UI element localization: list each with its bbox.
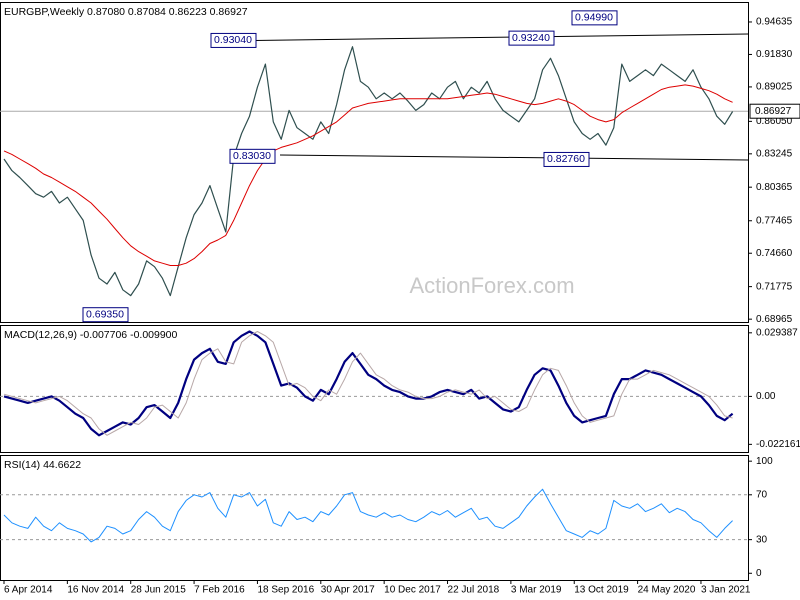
y-tick-label: 0.91830 <box>756 49 793 60</box>
y-tick-label: 0.68965 <box>756 314 793 325</box>
annotation-box <box>543 151 590 167</box>
y-tick-label: 0.77465 <box>756 215 793 226</box>
x-tick-label: 3 Mar 2019 <box>511 585 562 596</box>
y-tick-label: 70 <box>756 489 768 500</box>
series-line <box>3 330 734 437</box>
annotation-label: 0.94990 <box>575 12 613 24</box>
y-tick-label: 0.00 <box>756 391 776 402</box>
annotation-label: 0.69350 <box>86 308 124 320</box>
y-tick-label: 0.80365 <box>756 182 793 193</box>
annotation-box <box>571 10 618 26</box>
panel-border <box>0 2 749 323</box>
series-line <box>3 331 733 436</box>
annotation-label: 0.83030 <box>233 150 271 162</box>
y-tick-label: 0.86050 <box>756 116 793 127</box>
x-tick-label: 13 Oct 2019 <box>574 585 629 596</box>
last-price-box <box>749 103 800 119</box>
x-tick-label: 30 Apr 2017 <box>321 585 375 596</box>
series-line <box>3 488 733 543</box>
y-tick-label: 0.83245 <box>756 148 793 159</box>
x-tick-label: 22 Jul 2018 <box>448 585 500 596</box>
annotation-box <box>229 148 276 164</box>
x-tick-label: 6 Apr 2014 <box>4 585 53 596</box>
channel-bottom <box>279 154 749 161</box>
y-tick-label: 30 <box>756 534 768 545</box>
watermark: ActionForex.com <box>409 273 574 298</box>
x-tick-label: 7 Feb 2016 <box>194 585 245 596</box>
annotation-box <box>508 30 555 46</box>
y-tick-label: -0.022161 <box>756 439 800 450</box>
y-tick-label: 0.74660 <box>756 248 793 259</box>
y-tick-label: 0.94635 <box>756 17 793 28</box>
series-line <box>3 46 734 297</box>
last-price-label: 0.86927 <box>755 106 792 117</box>
channel-top <box>211 33 749 42</box>
annotation-box <box>210 32 257 48</box>
y-tick-label: 0.89025 <box>756 82 793 93</box>
series-line <box>3 84 733 266</box>
x-tick-label: 24 May 2020 <box>638 585 696 596</box>
panel-title: RSI(14) 44.6622 <box>4 459 81 471</box>
panel-border <box>0 455 749 581</box>
y-tick-label: 0 <box>756 568 762 579</box>
y-tick-label: 0.71775 <box>756 281 793 292</box>
x-tick-label: 10 Dec 2017 <box>384 585 441 596</box>
x-tick-label: 3 Jan 2021 <box>701 585 751 596</box>
panel-border <box>0 325 749 453</box>
y-tick-label: 0.029387 <box>756 327 798 338</box>
annotation-box <box>82 307 129 323</box>
annotation-label: 0.93040 <box>214 34 252 46</box>
x-tick-label: 18 Sep 2016 <box>257 585 314 596</box>
annotation-label: 0.82760 <box>547 153 585 165</box>
panel-title: EURGBP,Weekly 0.87080 0.87084 0.86223 0.… <box>4 6 248 18</box>
panel-title: MACD(12,26,9) -0.007706 -0.009900 <box>4 329 178 341</box>
x-tick-label: 16 Nov 2014 <box>67 585 124 596</box>
x-tick-label: 28 Jun 2015 <box>131 585 186 596</box>
annotation-label: 0.93240 <box>512 32 550 44</box>
y-tick-label: 100 <box>756 456 773 467</box>
